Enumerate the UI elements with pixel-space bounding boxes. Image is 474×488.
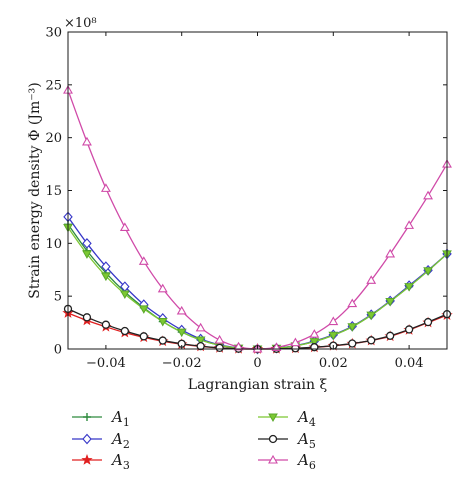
series-4-point bbox=[366, 311, 377, 321]
series-5-point bbox=[158, 336, 167, 345]
x-tick-label: −0.02 bbox=[162, 356, 202, 371]
legend-label: A6 bbox=[296, 451, 316, 472]
legend-label: A4 bbox=[296, 408, 316, 429]
series-6-point bbox=[328, 316, 339, 326]
series-5-point bbox=[310, 343, 319, 352]
legend-marker bbox=[81, 454, 93, 465]
series-4-point bbox=[385, 297, 396, 307]
series-4-point bbox=[309, 338, 320, 347]
series-6-point bbox=[385, 248, 396, 258]
series-4-point bbox=[176, 328, 187, 338]
legend-item-2: A2 bbox=[72, 430, 130, 451]
series-4-point bbox=[404, 283, 414, 292]
series-5-point bbox=[423, 317, 433, 327]
y-tick-label: 15 bbox=[45, 184, 62, 199]
legend-label-subscript: 5 bbox=[309, 438, 316, 451]
x-tick-label: 0.04 bbox=[395, 356, 424, 371]
x-tick-label: 0 bbox=[253, 356, 261, 371]
legend-label: A2 bbox=[110, 430, 130, 451]
series-6-point bbox=[423, 190, 433, 200]
series-4-point bbox=[195, 336, 206, 346]
series-6-point bbox=[119, 222, 130, 232]
legend-marker bbox=[268, 434, 278, 444]
series-6-point bbox=[157, 283, 168, 293]
series-4-point bbox=[328, 331, 339, 341]
y-tick-label: 10 bbox=[45, 237, 62, 252]
series-4-point bbox=[82, 250, 92, 259]
legend-item-4: A4 bbox=[258, 408, 316, 429]
legend-item-6: A6 bbox=[258, 451, 316, 472]
legend-label: A3 bbox=[110, 451, 130, 472]
series-6-point bbox=[100, 183, 111, 192]
legend-label: A1 bbox=[110, 408, 130, 429]
series-6-point bbox=[233, 341, 244, 351]
series-6-point bbox=[176, 305, 187, 315]
series-5-point bbox=[404, 325, 414, 334]
legend-label-subscript: 6 bbox=[309, 459, 316, 472]
legend-label-subscript: 4 bbox=[309, 416, 316, 429]
y-tick-label: 25 bbox=[45, 78, 62, 93]
series-2-point bbox=[101, 261, 111, 272]
legend-label-subscript: 1 bbox=[123, 416, 130, 429]
legend-label-subscript: 2 bbox=[123, 438, 130, 451]
series-6-point bbox=[366, 275, 377, 284]
series-4-point bbox=[423, 267, 433, 276]
legend-marker bbox=[268, 454, 278, 464]
series-5-point bbox=[215, 343, 224, 352]
legend-item-3: A3 bbox=[72, 451, 130, 472]
y-tick-label: 5 bbox=[54, 290, 62, 305]
x-tick-label: 0.02 bbox=[319, 356, 348, 371]
axes: −0.04 −0.02 0 0.02 0.04 0 5 10 15 20 25 30×10⁸ Lagra… bbox=[27, 16, 448, 393]
series-6-point bbox=[309, 329, 320, 338]
legend-item-1: A1 bbox=[72, 408, 130, 429]
legend-label-subscript: 3 bbox=[123, 459, 130, 472]
series-6-point bbox=[138, 256, 149, 265]
series-5-point bbox=[101, 320, 111, 329]
series-6-point bbox=[82, 136, 92, 146]
legend-item-5: A5 bbox=[258, 430, 316, 451]
series-6-point bbox=[290, 337, 301, 347]
series-4-point bbox=[347, 323, 358, 332]
series-6-line bbox=[67, 89, 448, 350]
y-tick-label: 20 bbox=[45, 131, 62, 146]
series-5-point bbox=[348, 339, 357, 348]
series-6-point bbox=[195, 322, 206, 332]
series-4-point bbox=[138, 305, 149, 314]
series-6-point bbox=[347, 298, 358, 308]
series-5-point bbox=[367, 336, 376, 345]
series-6-point bbox=[214, 334, 225, 344]
series-5-point bbox=[120, 326, 129, 336]
series-4-point bbox=[157, 318, 168, 327]
series-2-point bbox=[82, 238, 92, 249]
series-4-point bbox=[119, 290, 130, 300]
plot-area bbox=[62, 85, 453, 355]
series-5-point bbox=[139, 332, 148, 341]
legend-marker bbox=[82, 433, 92, 445]
x-axis-label: Lagrangian strain ξ bbox=[188, 377, 328, 393]
series-4-point bbox=[101, 272, 111, 282]
series-5-point bbox=[82, 313, 92, 322]
series-5-point bbox=[385, 331, 395, 340]
series-6-point bbox=[404, 220, 415, 229]
y-tick-label: 30 bbox=[45, 26, 62, 41]
y-multiplier: ×10⁸ bbox=[64, 16, 97, 31]
series-5-point bbox=[196, 341, 205, 351]
x-tick-label: −0.04 bbox=[86, 356, 126, 371]
y-axis-label: Strain energy density Φ (Jm⁻³) bbox=[27, 82, 43, 298]
legend-marker bbox=[268, 413, 278, 423]
y-tick-label: 0 bbox=[54, 343, 62, 358]
series-6 bbox=[63, 85, 452, 353]
legend-label: A5 bbox=[296, 430, 316, 451]
legend-marker bbox=[83, 413, 91, 421]
